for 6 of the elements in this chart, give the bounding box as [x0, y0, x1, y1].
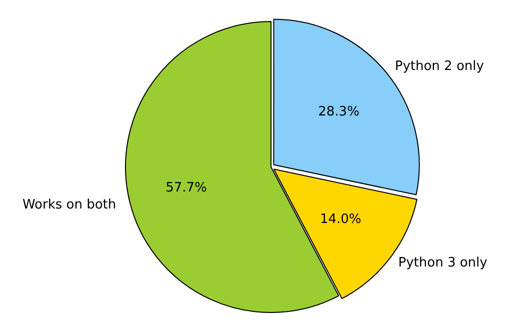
- data-label: 14.0%: [320, 212, 362, 228]
- slice-label: Works on both: [22, 198, 116, 213]
- data-label: 57.7%: [166, 180, 207, 196]
- slice-label: Python 3 only: [398, 256, 488, 271]
- slice-label: Python 2 only: [394, 58, 484, 74]
- data-label: 28.3%: [318, 104, 360, 120]
